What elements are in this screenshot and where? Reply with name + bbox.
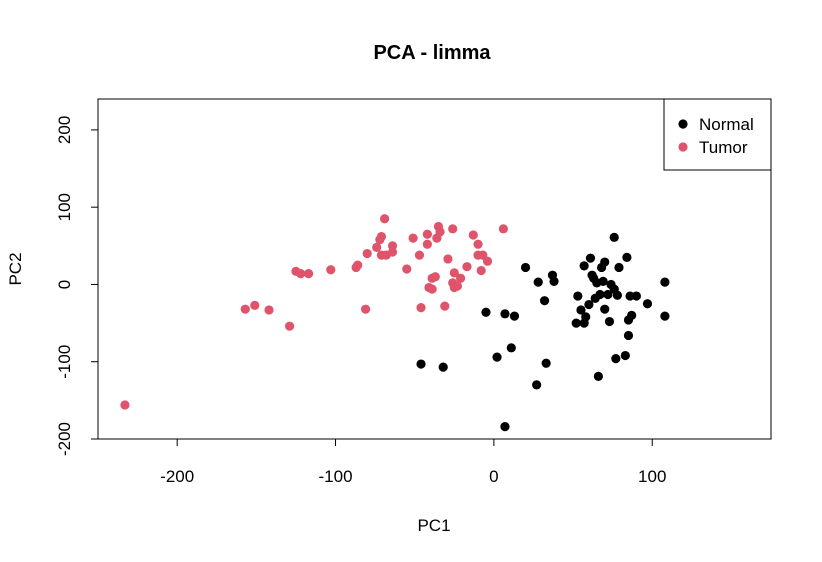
point-normal (612, 290, 622, 300)
point-tumor (296, 269, 306, 279)
point-normal (604, 316, 615, 327)
point-normal (625, 291, 635, 301)
point-tumor (416, 303, 426, 313)
point-normal (539, 296, 550, 306)
y-axis: -200 -100 0 100 200 (55, 116, 99, 456)
point-tumor (422, 239, 432, 249)
point-normal (509, 311, 520, 321)
point-normal (642, 299, 653, 309)
point-normal (600, 304, 610, 314)
point-tumor (427, 284, 437, 294)
point-tumor (462, 262, 472, 272)
point-normal (416, 359, 426, 369)
point-normal (609, 232, 619, 242)
point-normal (660, 277, 670, 287)
point-normal (585, 253, 596, 263)
point-tumor (414, 250, 425, 260)
x-axis: -200 -100 0 100 (160, 438, 666, 486)
point-normal (631, 291, 642, 301)
point-normal (660, 311, 670, 321)
point-tumor (468, 230, 478, 240)
point-normal (614, 262, 624, 273)
point-tumor (240, 304, 250, 314)
point-tumor (456, 273, 466, 283)
point-tumor (408, 233, 418, 243)
point-tumor (285, 321, 295, 331)
point-normal (500, 422, 510, 432)
point-normal (622, 252, 632, 263)
point-normal (623, 330, 634, 341)
legend: Normal Tumor (663, 98, 772, 171)
point-tumor (362, 248, 372, 259)
point-tumor (250, 300, 260, 310)
point-normal (533, 277, 543, 287)
point-normal (600, 257, 610, 267)
x-tick-label: -200 (160, 467, 194, 486)
y-tick-label: 0 (55, 280, 74, 289)
point-tumor (476, 265, 486, 276)
point-tumor (422, 229, 432, 239)
point-tumor (361, 304, 371, 314)
point-tumor (482, 256, 493, 266)
point-normal (593, 371, 603, 382)
y-tick-label: -200 (55, 422, 74, 456)
point-normal (520, 262, 531, 273)
point-tumor (387, 241, 398, 251)
point-tumor (448, 224, 458, 234)
x-tick-label: -100 (319, 467, 353, 486)
point-normal (627, 310, 637, 320)
point-normal (579, 261, 589, 271)
y-tick-label: 100 (55, 193, 74, 221)
y-tick-label: 200 (55, 116, 74, 144)
x-tick-label: 0 (489, 467, 498, 486)
point-normal (598, 276, 608, 286)
point-normal (506, 343, 516, 353)
point-tumor (372, 242, 382, 252)
y-tick-label: -100 (55, 345, 74, 379)
point-tumor (435, 227, 445, 237)
point-normal (584, 299, 594, 310)
point-normal (481, 307, 491, 317)
x-tick-label: 100 (638, 467, 666, 486)
point-normal (611, 354, 621, 364)
point-normal (620, 350, 630, 361)
legend-marker-tumor (678, 142, 688, 152)
legend-label-tumor: Tumor (699, 138, 748, 157)
point-normal (576, 305, 586, 315)
point-normal (571, 318, 581, 328)
point-normal (549, 276, 559, 286)
point-tumor (452, 281, 463, 291)
point-tumor (353, 260, 363, 270)
point-normal (438, 362, 448, 372)
legend-box (663, 98, 772, 171)
point-normal (595, 289, 605, 300)
point-normal (581, 312, 591, 322)
point-tumor (473, 239, 483, 249)
point-normal (500, 309, 510, 319)
point-normal (532, 380, 542, 390)
x-axis-label: PC1 (417, 516, 450, 535)
legend-marker-normal (678, 119, 688, 129)
legend-label-normal: Normal (699, 115, 754, 134)
point-tumor (440, 301, 450, 311)
point-normal (603, 289, 613, 300)
point-normal (573, 291, 583, 301)
point-tumor (326, 265, 336, 275)
point-tumor (430, 272, 440, 282)
y-axis-label: PC2 (6, 252, 25, 285)
chart-title: PCA - limma (373, 42, 491, 64)
point-normal (541, 358, 551, 368)
point-tumor (380, 214, 390, 224)
point-tumor (449, 268, 459, 278)
point-tumor (498, 224, 508, 234)
point-normal (492, 352, 502, 362)
point-tumor (264, 305, 274, 315)
point-tumor (304, 269, 314, 279)
point-tumor (443, 254, 453, 264)
point-tumor (120, 400, 130, 410)
point-tumor (402, 264, 412, 274)
point-tumor (376, 231, 387, 242)
data-points (120, 214, 670, 432)
